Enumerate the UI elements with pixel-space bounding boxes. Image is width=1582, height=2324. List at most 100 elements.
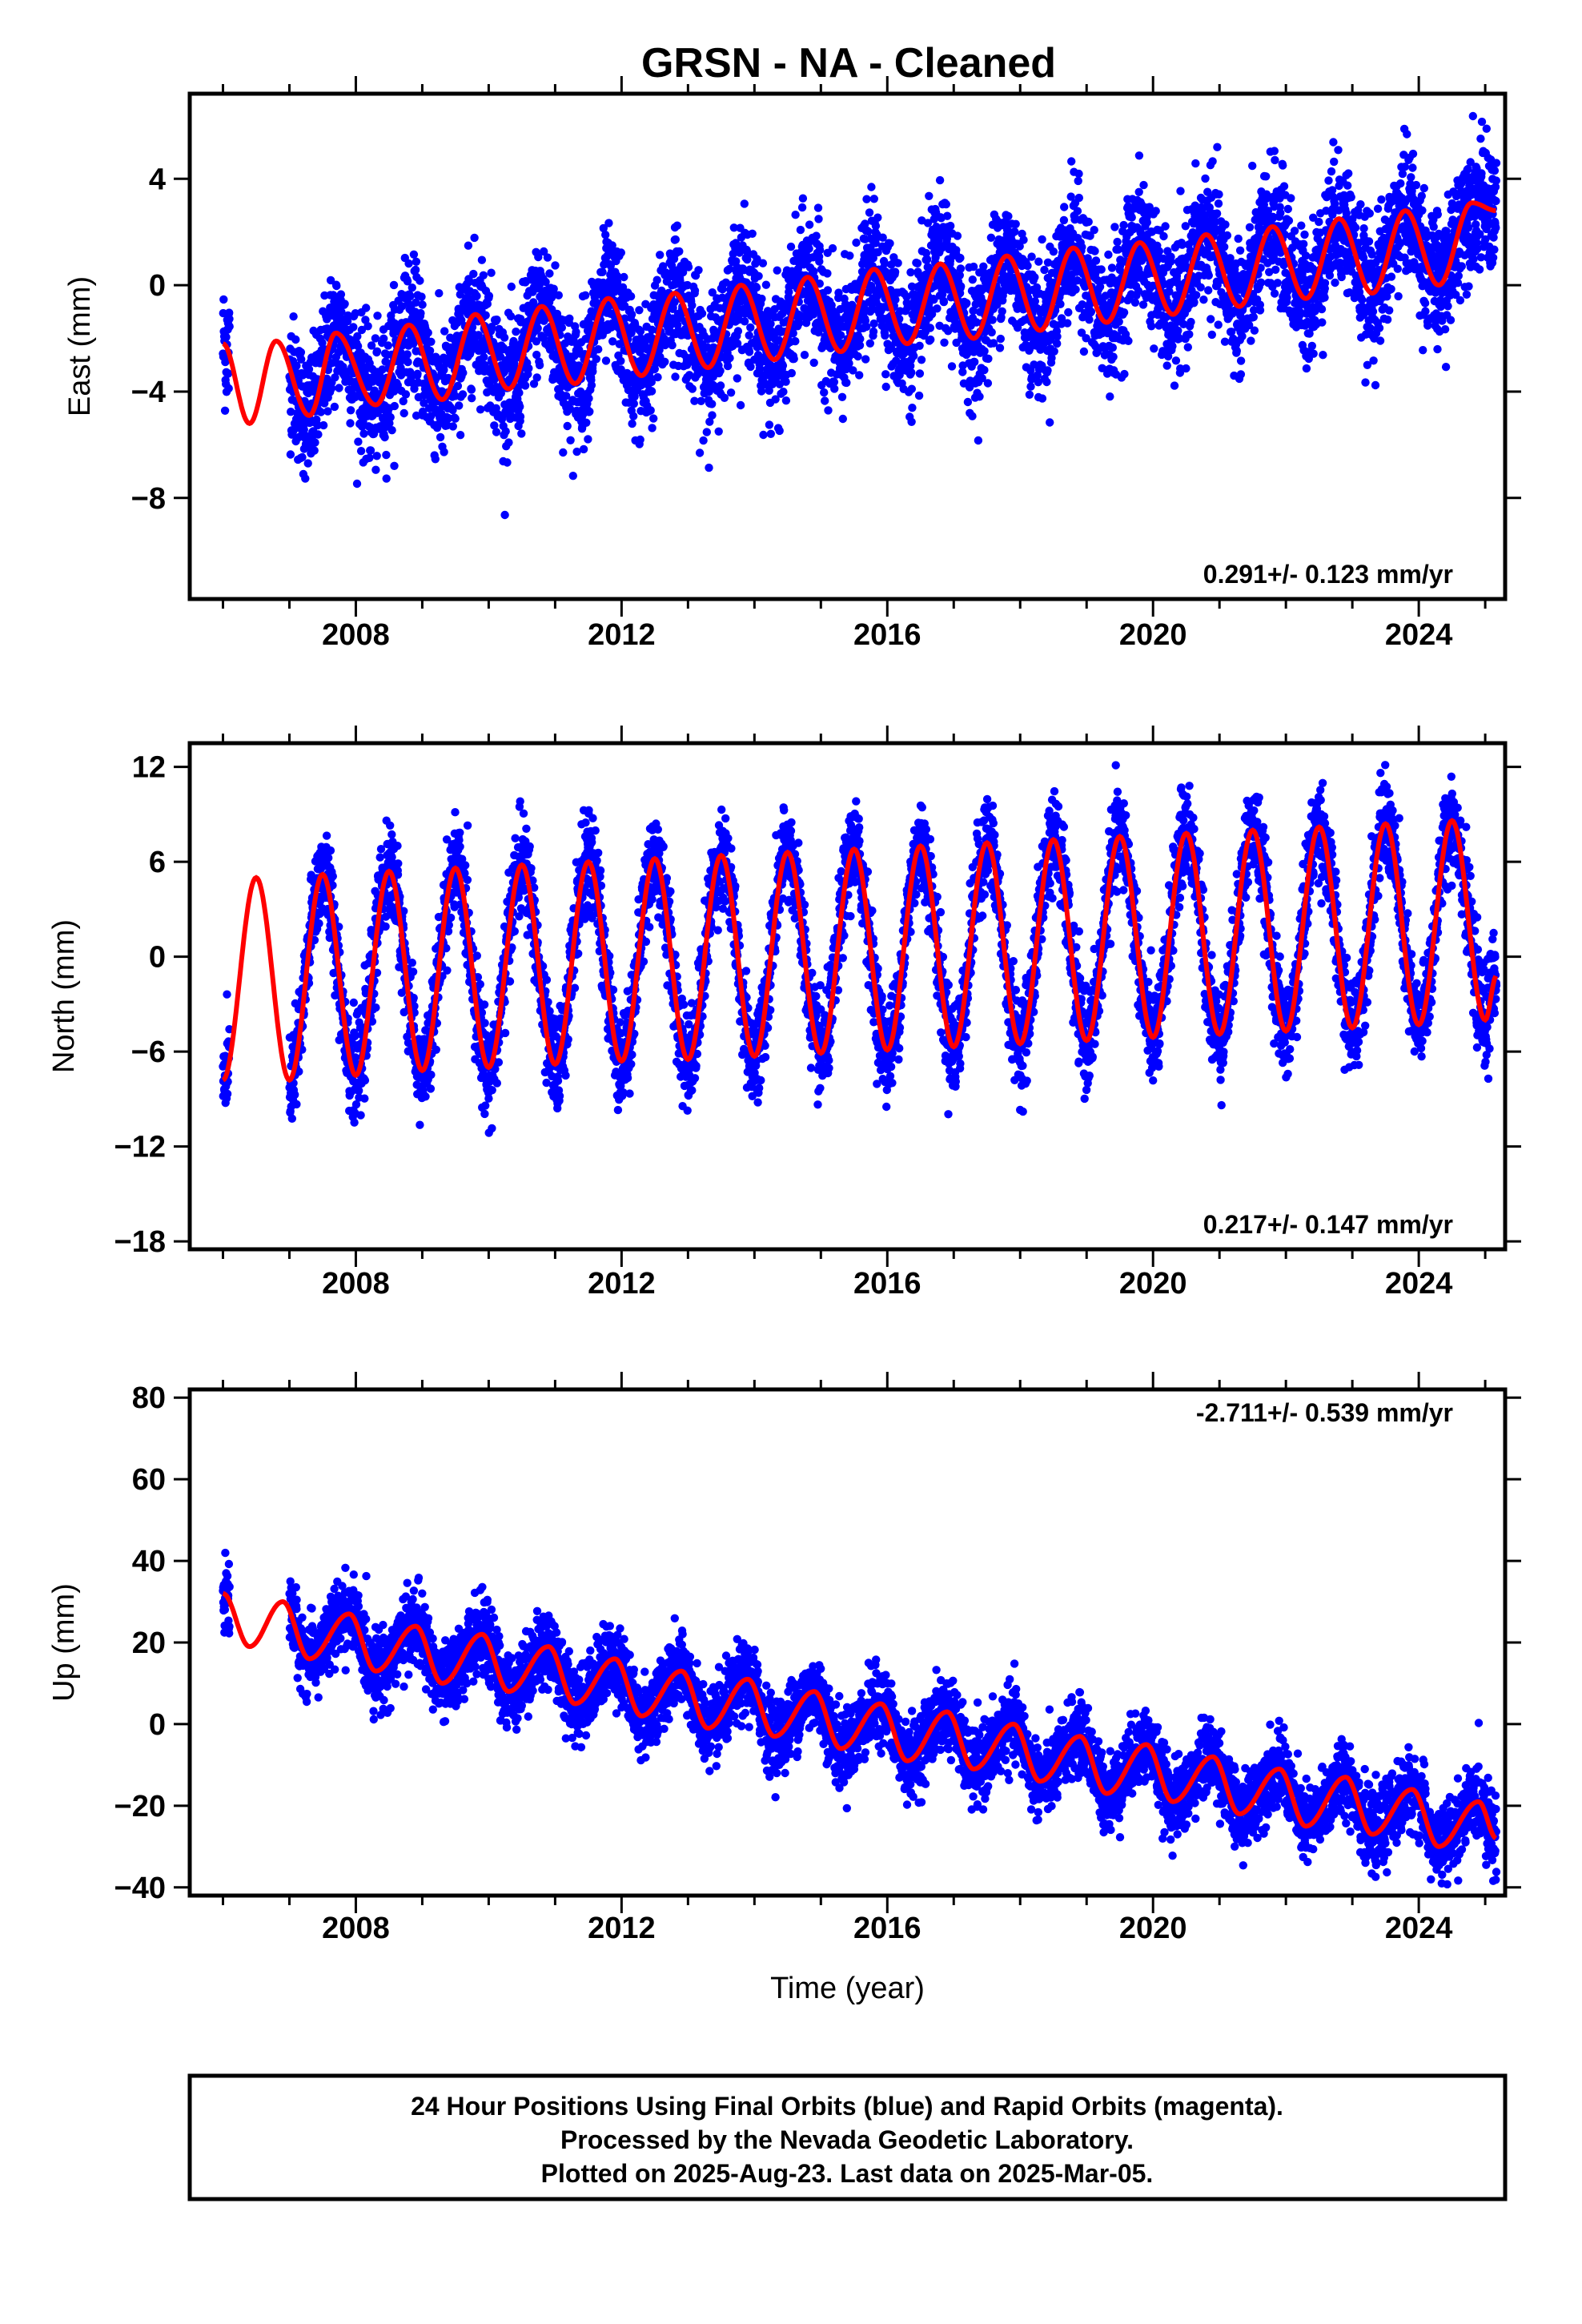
data-point [541, 277, 550, 287]
data-point [648, 424, 656, 432]
data-point [532, 373, 541, 382]
data-point [1108, 343, 1118, 352]
data-point [720, 393, 729, 402]
data-point [754, 271, 763, 280]
data-point [791, 211, 800, 219]
data-point [1110, 223, 1119, 231]
data-point [1134, 187, 1143, 196]
data-point [925, 191, 934, 200]
data-point [545, 269, 554, 278]
data-point [627, 310, 636, 319]
data-point [1214, 199, 1223, 208]
data-point [604, 219, 613, 227]
data-point [310, 446, 319, 455]
data-point [1011, 219, 1020, 228]
data-point [1113, 237, 1122, 247]
data-point [775, 426, 784, 436]
data-point [1221, 220, 1230, 229]
data-point [869, 327, 878, 336]
data-point [1271, 265, 1280, 274]
data-point [813, 203, 823, 212]
data-point [335, 384, 343, 392]
data-point [628, 419, 636, 428]
data-point [389, 280, 399, 290]
data-point [913, 259, 922, 267]
data-point [974, 436, 983, 445]
data-point [716, 366, 725, 376]
data-point [939, 297, 949, 307]
data-point [1086, 308, 1096, 316]
data-point [653, 372, 662, 382]
data-point [504, 438, 513, 447]
data-point [592, 355, 600, 364]
data-point [390, 387, 399, 396]
data-point [1273, 279, 1283, 287]
data-point [464, 241, 473, 250]
data-point [649, 414, 658, 423]
data-point [746, 362, 755, 372]
data-point [708, 400, 717, 408]
data-point [635, 306, 644, 315]
data-point [1247, 336, 1255, 345]
data-point [287, 408, 295, 416]
data-point [695, 448, 705, 457]
data-point [1043, 366, 1052, 375]
data-point [980, 365, 989, 375]
data-point [893, 259, 902, 267]
data-point [1010, 227, 1019, 236]
data-point [1056, 300, 1065, 308]
data-point [819, 388, 829, 397]
data-point [620, 272, 628, 282]
data-point [824, 406, 833, 415]
data-point [291, 335, 300, 344]
data-point [354, 437, 363, 446]
data-point [481, 311, 490, 320]
data-point [469, 269, 478, 279]
data-point [1270, 147, 1279, 155]
data-point [412, 411, 421, 420]
data-point [708, 411, 717, 420]
data-point [594, 345, 603, 354]
data-point [987, 328, 996, 337]
data-point [746, 323, 755, 332]
data-point [326, 275, 335, 285]
data-point [363, 322, 372, 331]
data-point [1290, 227, 1299, 235]
data-point [917, 356, 926, 364]
data-point [926, 324, 935, 332]
data-point [797, 203, 807, 212]
data-point [416, 308, 425, 318]
data-point [814, 215, 823, 223]
data-point [748, 229, 757, 238]
data-point [714, 427, 723, 436]
data-point [529, 380, 539, 388]
data-point [626, 292, 636, 301]
data-point [914, 391, 924, 400]
data-point [1190, 298, 1199, 307]
data-point [435, 289, 444, 298]
data-point [506, 312, 516, 321]
data-point [1262, 172, 1271, 181]
data-point [1063, 319, 1072, 328]
data-point [1232, 346, 1242, 356]
data-point [907, 417, 916, 426]
data-point [512, 328, 520, 336]
data-point [332, 281, 341, 291]
data-point [1234, 234, 1243, 243]
data-point [752, 283, 761, 292]
data-point [740, 317, 749, 326]
data-point [984, 354, 993, 364]
data-point [1114, 317, 1123, 326]
data-point [1213, 143, 1222, 151]
data-point [448, 405, 457, 415]
data-point [1071, 285, 1080, 294]
data-point [733, 374, 741, 383]
data-point [365, 453, 374, 462]
data-point [957, 282, 966, 291]
data-point [838, 414, 848, 424]
data-point [798, 194, 808, 203]
data-point [584, 394, 593, 403]
data-point [968, 412, 977, 420]
data-point [456, 431, 465, 440]
